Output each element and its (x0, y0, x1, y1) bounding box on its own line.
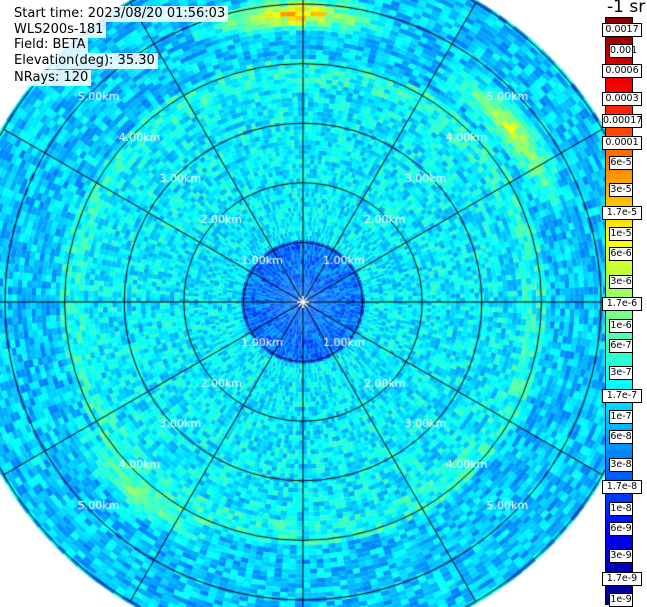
colorbar-segment (606, 420, 632, 430)
colorbar-tick-label: 6e-8 (609, 430, 633, 445)
colorbar-segment (606, 494, 632, 503)
colorbar-tick-label: 1.7e-9 (602, 571, 642, 586)
colorbar-segment (606, 560, 632, 569)
colorbar-tick-label: 0.0017 (602, 23, 642, 37)
colorbar-segment (606, 472, 632, 481)
colorbar-segment (606, 582, 632, 591)
colorbar-segment (606, 567, 632, 576)
colorbar-tick-label: 1.7e-5 (602, 205, 642, 220)
colorbar-tick-label: 3e-6 (609, 274, 633, 289)
colorbar-tick-label: 0.0003 (602, 91, 642, 106)
colorbar-tick-label: 3e-5 (609, 183, 633, 198)
colorbar-tick-label: 6e-9 (609, 521, 633, 536)
colorbar-segment (606, 149, 632, 159)
colorbar-tick-label: 1e-8 (609, 501, 633, 516)
colorbar-tick-label: 6e-6 (609, 247, 633, 262)
colorbar-segment (606, 384, 632, 393)
elevation-label: Elevation(deg): 35.30 (11, 53, 158, 69)
colorbar-segment (606, 516, 632, 525)
colorbar-segment (606, 193, 632, 203)
colorbar-segment (606, 171, 632, 181)
colorbar-segment (606, 538, 632, 547)
colorbar-tick-label: 1.7e-6 (602, 297, 642, 312)
start-time-label: Start time: 2023/08/20 01:56:03 (11, 6, 229, 22)
colorbar-segment (606, 237, 632, 247)
colorbar-segment (606, 311, 632, 320)
colorbar-tick-label: 1e-7 (609, 410, 633, 425)
ppi-plot (0, 0, 605, 607)
colorbar-tick-label: 1.7e-8 (602, 480, 642, 495)
colorbar-segment (606, 267, 632, 276)
colorbar-segment (606, 76, 632, 85)
colorbar-segment (606, 18, 632, 27)
colorbar-segment (606, 450, 632, 459)
colorbar-title: -1 sr (607, 0, 646, 17)
colorbar-segment (606, 54, 632, 63)
colorbar-tick-label: 3e-8 (609, 457, 633, 472)
colorbar-tick-label: 6e-5 (609, 155, 633, 170)
field-label: Field: BETA (11, 37, 89, 53)
colorbar: 0.0017 0.001 0.0006 0.0003 0.00017 0.0001 6e-5… (602, 17, 642, 607)
colorbar-tick-label: 3e-7 (609, 366, 633, 381)
colorbar-tick-label: 1e-5 (609, 227, 633, 242)
colorbar-tick-label: 0.00017 (602, 114, 643, 129)
colorbar-tick-label: 1e-6 (609, 318, 633, 333)
colorbar-tick-label: 1e-9 (609, 593, 633, 607)
colorbar-tick-label: 6e-7 (609, 338, 633, 353)
colorbar-segment (606, 83, 632, 93)
colorbar-segment (606, 127, 632, 137)
colorbar-tick-label: 0.0006 (602, 64, 642, 79)
colorbar-segment (606, 354, 632, 364)
colorbar-segment (606, 179, 632, 188)
colorbar-segment (606, 201, 632, 210)
colorbar-segment (606, 442, 632, 452)
colorbar-segment (606, 398, 632, 408)
colorbar-segment (606, 259, 632, 269)
device-label: WLS200s-181 (11, 22, 107, 38)
colorbar-segment (606, 289, 632, 298)
colorbar-tick-label: 3e-9 (609, 549, 633, 564)
colorbar-segment (606, 376, 632, 386)
colorbar-tick-label: 1.7e-7 (602, 388, 642, 403)
colorbar-tick-label: 0.001 (609, 44, 638, 59)
nrays-label: NRays: 120 (11, 70, 92, 86)
colorbar-segment (606, 332, 632, 342)
colorbar-segment (606, 105, 632, 115)
colorbar-tick-label: 0.0001 (602, 135, 642, 150)
